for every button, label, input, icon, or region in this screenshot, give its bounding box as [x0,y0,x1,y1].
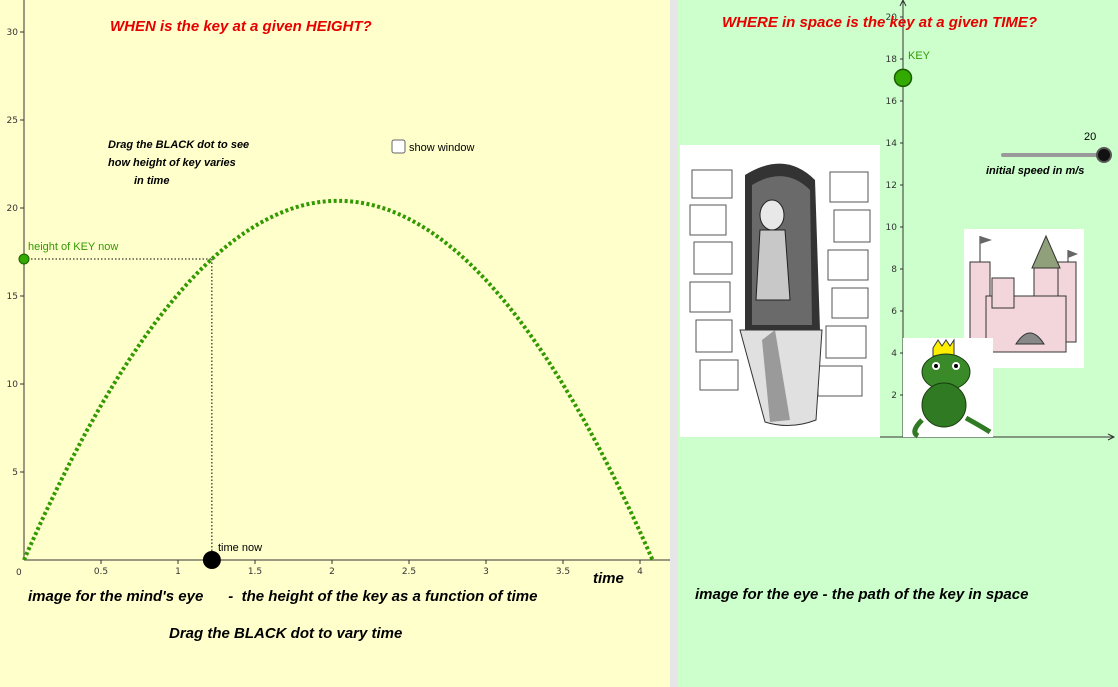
x-tick-label: 2 [329,567,335,577]
x-tick-label: 1 [175,567,181,577]
origin-tick-label: 0 [16,568,22,578]
key-label: KEY [908,50,931,62]
time-axis-label: time [593,570,624,587]
space-y-tick-label: 14 [886,139,898,149]
height-now-label: height of KEY now [28,241,118,253]
y-tick-label: 30 [7,28,19,38]
space-y-tick-label: 8 [891,265,897,275]
height-now-point [18,253,30,265]
slider-label: initial speed in m/s [986,165,1084,177]
height-time-axes: 0 [16,0,670,578]
x-tick-label: 1.5 [248,567,262,577]
time-now-label: time now [218,542,262,554]
key-point [893,68,913,88]
y-tick-label: 15 [7,292,18,302]
space-y-tick-label: 20 [886,13,898,23]
checkbox-box[interactable] [391,139,406,154]
instruction-line-2: how height of key varies [108,157,236,169]
show-window-label: show window [409,142,474,154]
x-tick-label: 2.5 [402,567,416,577]
panel-divider [670,0,678,687]
right-caption: image for the eye - the path of the key … [695,586,1028,603]
space-y-tick-label: 16 [886,97,898,107]
x-axis-arrow [1107,433,1116,441]
y-tick-label: 25 [7,116,18,126]
space-axis-ticks: 2 4 6 8 10 12 14 16 18 20 [886,13,903,401]
instruction-line-1: Drag the BLACK dot to see [108,139,249,151]
height-time-ticks: 0.5 1 1.5 2 2.5 3 3.5 4 5 10 15 20 25 30 [7,28,644,577]
x-tick-label: 0.5 [94,567,108,577]
drag-hint: Drag the BLACK dot to vary time [169,625,402,642]
height-time-panel [0,0,670,687]
height-curve [22,198,655,561]
elf-girl-in-tower-picture [680,145,880,437]
time-now-dot[interactable] [202,551,221,569]
left-caption: image for the mind's eye - the height of… [28,588,537,605]
instruction-line-3: in time [134,175,169,187]
x-tick-label: 4 [637,567,643,577]
right-title: WHERE in space is the key at a given TIM… [722,14,1037,31]
x-tick-label: 3.5 [556,567,570,577]
space-y-tick-label: 6 [891,307,897,317]
y-tick-label: 10 [7,380,19,390]
space-y-tick-label: 12 [886,181,897,191]
space-y-tick-label: 2 [891,391,897,401]
space-y-tick-label: 10 [886,223,898,233]
space-y-tick-label: 4 [891,349,897,359]
initial-speed-slider[interactable] [1001,147,1112,163]
y-tick-label: 5 [12,468,18,478]
slider-value: 20 [1084,131,1096,143]
y-tick-label: 20 [7,204,19,214]
space-y-tick-label: 18 [886,55,898,65]
left-title: WHEN is the key at a given HEIGHT? [110,18,372,35]
y-axis-arrow [899,0,907,7]
frog-prince-picture [903,338,993,439]
show-window-checkbox[interactable]: show window [391,139,474,154]
slider-knob[interactable] [1096,147,1112,163]
x-tick-label: 3 [483,567,489,577]
